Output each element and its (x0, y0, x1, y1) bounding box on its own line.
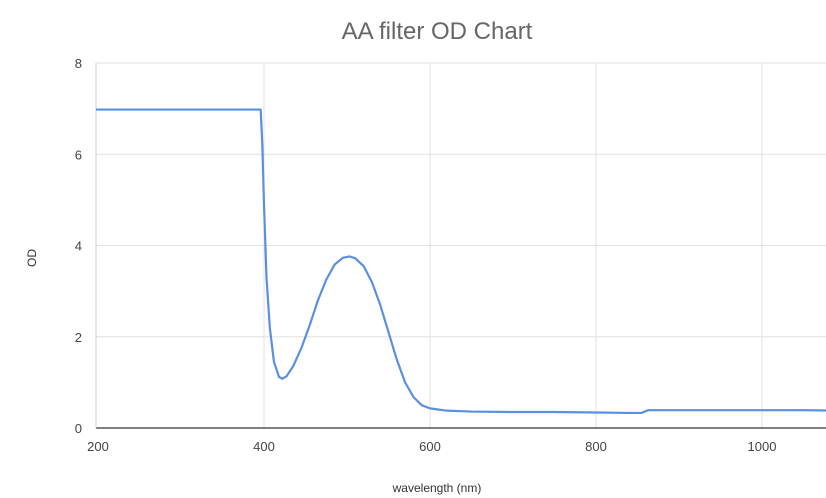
grid-lines (96, 62, 826, 428)
x-tick-label: 400 (253, 439, 275, 454)
y-tick-label: 2 (75, 330, 82, 345)
axes (95, 63, 826, 429)
x-tick-label: 1000 (748, 439, 777, 454)
series-layer (96, 108, 826, 415)
x-axis-title: wavelength (nm) (392, 481, 482, 495)
y-axis-title: OD (25, 249, 39, 267)
x-tick-label: 200 (87, 439, 109, 454)
chart-title: AA filter OD Chart (342, 18, 533, 45)
tick-labels: 0 2 4 6 8 200 400 600 800 1000 (75, 56, 777, 454)
y-tick-label: 0 (75, 421, 82, 436)
series-line (96, 108, 826, 415)
y-tick-label: 4 (75, 239, 82, 254)
y-tick-label: 8 (75, 56, 82, 71)
x-tick-label: 800 (585, 439, 607, 454)
y-tick-label: 6 (75, 147, 82, 162)
x-tick-label: 600 (419, 439, 441, 454)
